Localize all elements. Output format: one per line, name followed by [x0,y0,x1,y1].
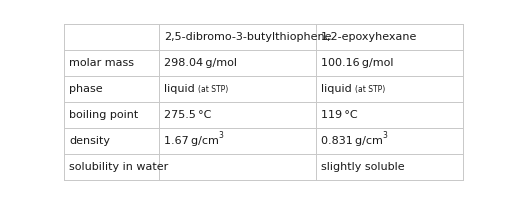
Text: (at STP): (at STP) [355,85,385,94]
Text: 3: 3 [219,131,224,140]
Text: solubility in water: solubility in water [69,162,168,172]
Text: (at STP): (at STP) [198,85,228,94]
Text: liquid: liquid [321,84,352,94]
Text: 275.5 °C: 275.5 °C [164,110,211,120]
Text: 100.16 g/mol: 100.16 g/mol [321,58,393,68]
Text: 3: 3 [382,131,388,140]
Text: density: density [69,136,110,146]
Text: 1,2-epoxyhexane: 1,2-epoxyhexane [321,32,417,42]
Text: liquid: liquid [164,84,195,94]
Text: 1.67 g/cm: 1.67 g/cm [164,136,219,146]
Text: phase: phase [69,84,103,94]
Text: molar mass: molar mass [69,58,134,68]
Text: 2,5-dibromo-3-butylthiophene: 2,5-dibromo-3-butylthiophene [164,32,332,42]
Text: boiling point: boiling point [69,110,138,120]
Text: 298.04 g/mol: 298.04 g/mol [164,58,237,68]
Text: 119 °C: 119 °C [321,110,357,120]
Text: slightly soluble: slightly soluble [321,162,405,172]
Text: 0.831 g/cm: 0.831 g/cm [321,136,382,146]
